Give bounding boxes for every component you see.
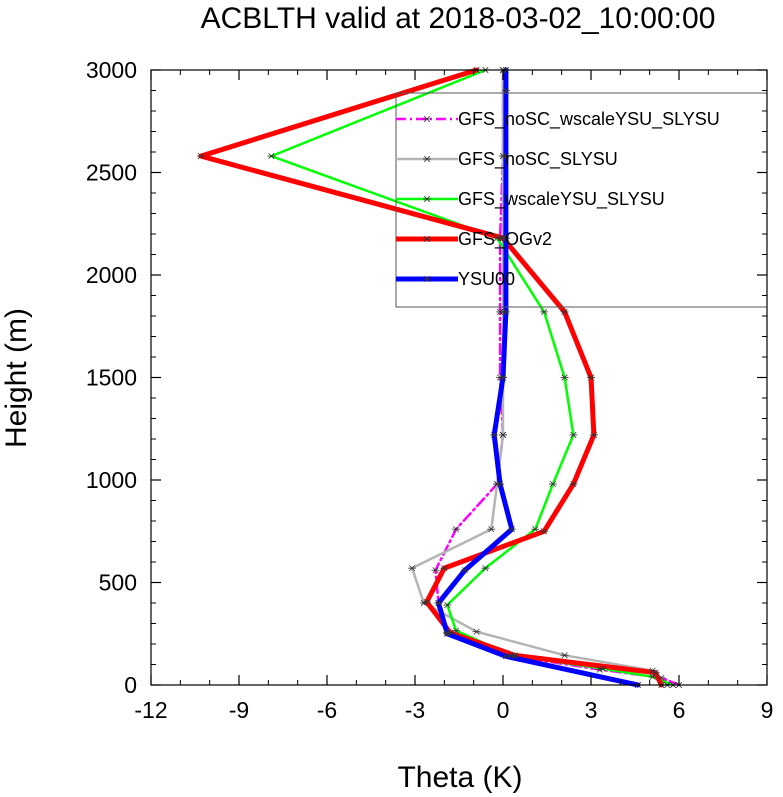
x-tick-label: -3 [405, 697, 425, 723]
series-0-marker [431, 567, 440, 574]
series-4-marker [501, 308, 510, 315]
series-3-marker [196, 153, 205, 160]
series-3-marker [510, 652, 519, 659]
series-line-4 [436, 67, 641, 688]
legend-label-3: GFS_OGv2 [458, 229, 552, 250]
plot-area [196, 66, 683, 689]
x-tick-label: 6 [673, 697, 686, 723]
series-3-marker [422, 598, 431, 606]
series-2-marker [648, 673, 657, 680]
series-4-marker [501, 235, 510, 242]
series-2-marker [548, 481, 557, 488]
series-1-marker [472, 628, 481, 635]
series-3-marker [540, 528, 549, 535]
series-1-marker [408, 565, 417, 572]
legend-label-4: YSU00 [458, 269, 515, 289]
series-3-marker [587, 374, 595, 381]
series-1-marker [560, 652, 569, 659]
x-tick-label: -9 [229, 697, 249, 723]
x-tick-label: -12 [134, 697, 167, 723]
series-4-marker [507, 526, 516, 533]
series-2-marker [560, 374, 569, 381]
series-2-marker [267, 153, 276, 160]
series-4-marker [501, 153, 510, 160]
x-axis-title: Theta (K) [397, 761, 522, 794]
x-tick-label: 3 [585, 697, 598, 723]
series-3-marker [560, 308, 569, 315]
legend-marker-2 [423, 195, 431, 203]
series-3-marker [569, 481, 578, 488]
y-axis-title: Height (m) [0, 308, 33, 448]
series-4-marker [501, 87, 510, 94]
series-1-marker [499, 431, 507, 438]
series-3-marker [589, 431, 598, 438]
axes: -12 -9 -6 -3 0 3 6 9 0 500 1000 1500 2000 2500 3000 [86, 57, 774, 723]
y-tick-label: 1500 [86, 365, 137, 391]
series-line-1 [410, 68, 669, 687]
series-4-marker [443, 630, 452, 637]
series-0-marker [657, 674, 666, 681]
legend-label-1: GFS_noSC_SLYSU [458, 149, 618, 170]
legend: GFS_noSC_wscaleYSU_SLYSU GFS_noSC_SLYSU GF… [395, 92, 768, 308]
y-tick-label: 0 [124, 672, 137, 698]
series-4-marker [434, 599, 443, 607]
series-2-marker [443, 601, 452, 609]
series-4-marker [499, 374, 507, 381]
x-tick-label: -6 [317, 697, 337, 723]
y-tick-label: 2500 [86, 160, 137, 186]
legend-marker-0 [423, 115, 431, 123]
y-tick-label: 3000 [86, 57, 137, 83]
y-tick-label: 1000 [86, 467, 137, 493]
y-tick-label: 500 [99, 570, 137, 596]
legend-marker-1 [423, 155, 431, 163]
series-line-3 [198, 67, 664, 688]
legend-marker-3 [423, 235, 431, 243]
series-3-marker [440, 565, 449, 572]
legend-marker-4 [423, 275, 431, 283]
x-tick-label: 9 [761, 697, 774, 723]
series-4-marker [496, 481, 505, 488]
series-0-marker [452, 526, 461, 533]
series-2-marker [531, 526, 540, 533]
series-1-marker [487, 526, 496, 533]
series-2-marker [540, 308, 549, 315]
series-4-marker [501, 653, 510, 660]
legend-label-2: GFS_wscaleYSU_SLYSU [458, 189, 665, 210]
x-tick-label: 0 [497, 697, 510, 723]
y-tick-label: 2000 [86, 262, 137, 288]
series-2-marker [569, 431, 578, 438]
series-2-marker [481, 565, 490, 572]
series-4-marker [460, 567, 469, 574]
chart-title: ACBLTH valid at 2018-03-02_10:00:00 [201, 2, 716, 35]
legend-label-0: GFS_noSC_wscaleYSU_SLYSU [458, 109, 720, 130]
series-3-marker [651, 669, 660, 676]
series-4-marker [490, 431, 499, 438]
series-2-marker [598, 665, 607, 672]
